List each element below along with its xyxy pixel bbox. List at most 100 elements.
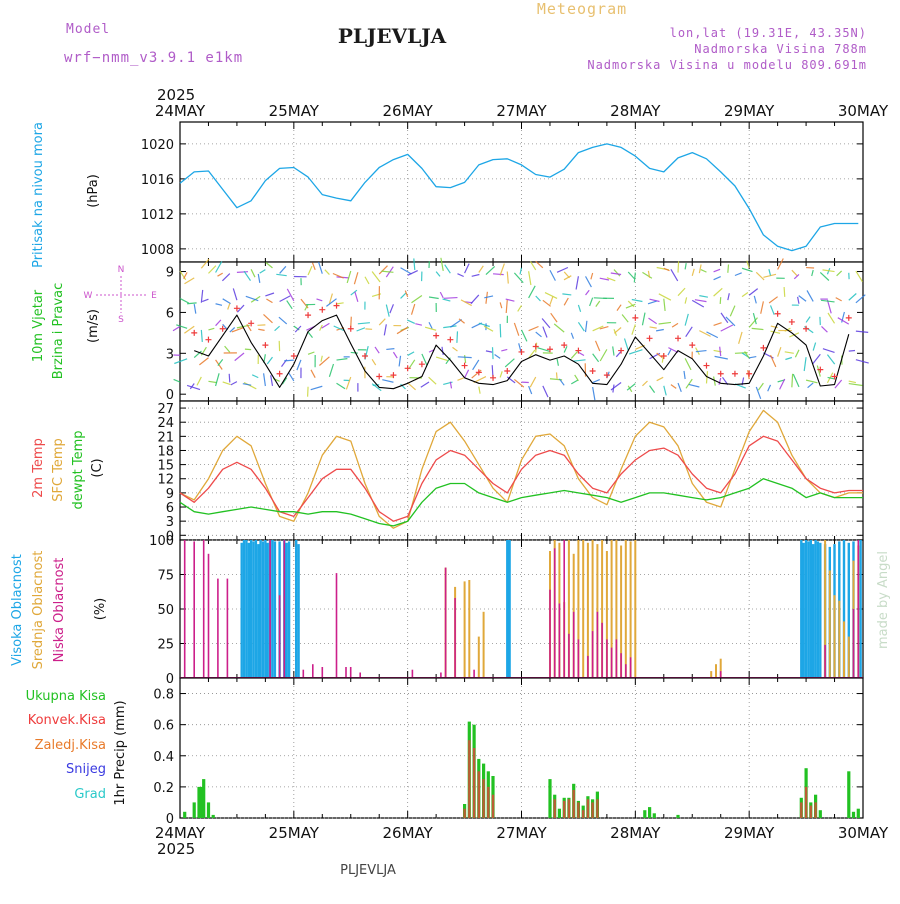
cloud-low-bar xyxy=(597,612,599,678)
precip-convective-bar xyxy=(482,779,484,818)
cloud-mid-bar xyxy=(582,540,584,678)
model-altitude-label: Nadmorska Visina u modelu 809.691m xyxy=(587,58,867,72)
precip-total-bar xyxy=(857,809,860,818)
cloud-low-bar xyxy=(217,579,219,678)
temp-tick-label: 15 xyxy=(157,459,174,474)
wind-barb xyxy=(444,298,458,299)
footer-station: PLJEVLJA xyxy=(340,863,396,878)
cloud-low-bar xyxy=(611,648,613,678)
cloud-low-bar xyxy=(193,541,195,678)
cloud-low-bar xyxy=(592,631,594,678)
year-label-bottom: 2025 xyxy=(157,840,195,858)
cloud-tick-label: 50 xyxy=(157,603,174,618)
wind-barb xyxy=(373,385,380,386)
cloud-high-bar xyxy=(297,544,299,678)
precip-convective-bar xyxy=(487,787,489,818)
date-label-top: 27MAY xyxy=(496,102,547,120)
altitude-label: Nadmorska Visina 788m xyxy=(694,42,867,56)
precip-convective-bar xyxy=(573,790,575,818)
cloud-high-bar xyxy=(288,541,290,678)
temp-sfc-label: SFC Temp xyxy=(51,438,66,502)
date-label-top: 25MAY xyxy=(269,102,320,120)
wind-barb xyxy=(187,303,196,304)
cloud-high-bar xyxy=(807,541,809,678)
precip-convective-bar xyxy=(814,802,816,818)
wind-barb xyxy=(557,372,558,378)
cloud-high-bar xyxy=(803,543,805,678)
legend-snow: Snijeg xyxy=(66,762,106,777)
precip-convective-bar xyxy=(805,787,807,818)
precip-convective-bar xyxy=(563,801,565,818)
cloud-high-bar xyxy=(250,540,252,678)
cloud-low-bar xyxy=(345,667,347,678)
cloud-high-bar xyxy=(800,540,802,678)
legend-total: Ukupna Kisa xyxy=(26,689,106,704)
wind-tick-label: 9 xyxy=(166,266,174,281)
cloud-low-bar xyxy=(824,645,826,678)
cloud-low-bar xyxy=(554,548,556,678)
legend-freezing: Zaledj.Kisa xyxy=(35,738,106,753)
cloud-low-bar xyxy=(350,667,352,678)
cloud-low-bar xyxy=(625,664,627,678)
wind-barb xyxy=(728,265,729,273)
temp-tick-label: 3 xyxy=(166,515,174,530)
cloud-mid-bar xyxy=(715,664,717,678)
compass-west: W xyxy=(84,291,93,301)
cloud-high-bar xyxy=(248,543,250,678)
cloud-low-bar xyxy=(336,573,338,678)
cloud-high-bar xyxy=(262,541,264,678)
coords-label: lon,lat (19.31E, 43.35N) xyxy=(670,26,867,40)
cloud-low-bar xyxy=(184,540,186,678)
wind-tick-label: 6 xyxy=(166,306,174,321)
cloud-mid-bar xyxy=(843,621,845,678)
wind-barb xyxy=(351,352,358,353)
precip-total-bar xyxy=(676,815,679,818)
pressure-tick-label: 1012 xyxy=(141,208,174,223)
temp-dewpt-label: dewpt Temp xyxy=(71,430,86,509)
precip-total-bar xyxy=(819,810,822,818)
wind-barb xyxy=(720,297,721,304)
pressure-tick-label: 1020 xyxy=(141,138,174,153)
wind-barb xyxy=(173,326,180,330)
precip-total-bar xyxy=(202,779,205,818)
wind-subtitle: Brzina i Pravac xyxy=(51,283,66,380)
date-label-top: 26MAY xyxy=(383,102,434,120)
cloud-low-bar xyxy=(412,670,414,678)
cloud-high-bar xyxy=(819,543,821,678)
precip-convective-bar xyxy=(468,740,470,818)
cloud-low-bar xyxy=(208,554,210,678)
precip-convective-bar xyxy=(568,799,570,818)
cloud-low-bar xyxy=(279,595,281,678)
cloud-high-bar xyxy=(257,544,259,678)
compass-south: S xyxy=(118,315,124,325)
cloud-tick-label: 75 xyxy=(157,569,174,584)
precip-convective-bar xyxy=(596,799,598,818)
wind-barb xyxy=(792,374,793,387)
cloud-high-bar xyxy=(245,540,247,678)
precip-tick-label: 0 xyxy=(166,812,174,827)
cloud-mid-bar xyxy=(838,601,840,678)
legend-convective: Konvek.Kisa xyxy=(28,713,106,728)
cloud-mid-bar xyxy=(829,570,831,678)
precip-ylabel: 1hr Precip (mm) xyxy=(113,700,128,805)
station-title: PLJEVLJA xyxy=(338,24,447,48)
cloud-mid-bar xyxy=(478,637,480,678)
precip-convective-bar xyxy=(810,806,812,818)
date-label-bottom: 29MAY xyxy=(724,824,775,842)
cloud-unit: (%) xyxy=(93,598,108,621)
precip-convective-bar xyxy=(463,809,465,818)
wind-barb xyxy=(284,360,294,361)
precip-convective-bar xyxy=(577,802,579,818)
wind-barb xyxy=(678,261,679,272)
wind-barb xyxy=(245,349,251,350)
cloud-high-bar xyxy=(295,540,297,678)
cloud-high-bar xyxy=(506,540,508,678)
cloud-tick-label: 0 xyxy=(166,672,174,687)
cloud-high-bar xyxy=(252,541,254,678)
cloud-low-bar xyxy=(578,639,580,678)
wind-barb xyxy=(500,324,501,337)
product-title: Meteogram xyxy=(537,0,627,18)
